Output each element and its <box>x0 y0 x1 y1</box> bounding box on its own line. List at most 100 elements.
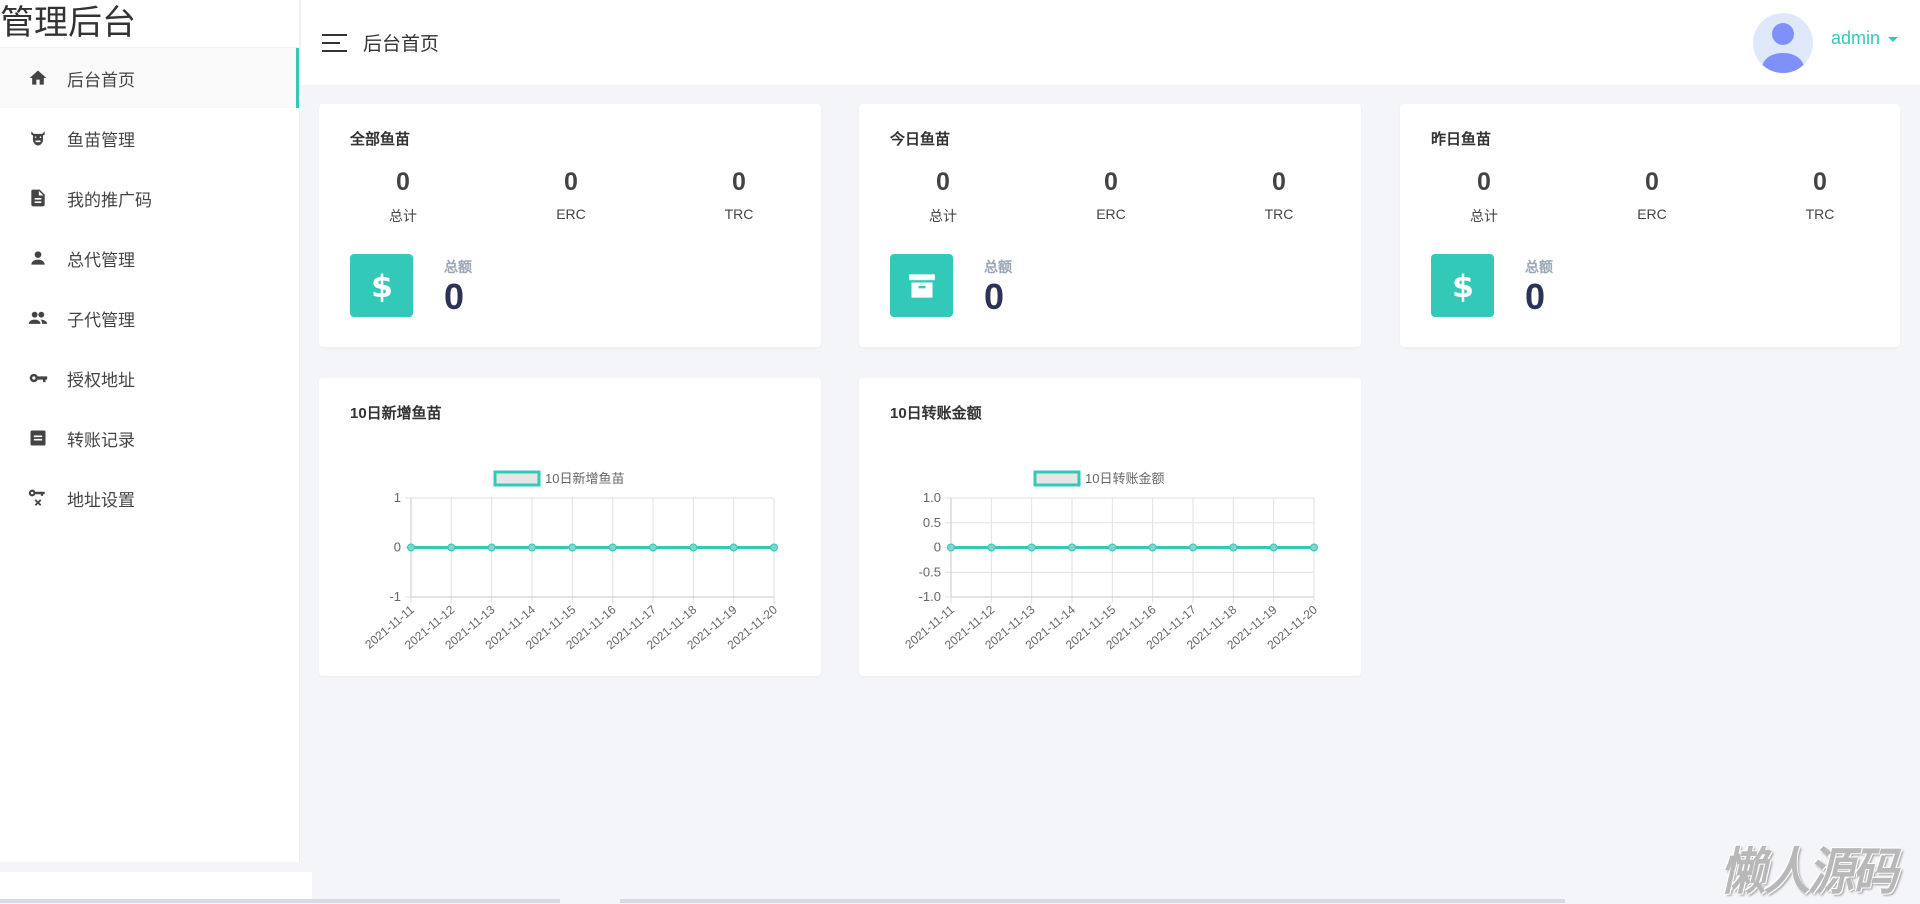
sidebar-item-label: 后台首页 <box>67 70 135 90</box>
data-point <box>649 543 657 552</box>
data-point <box>447 543 456 552</box>
data-point <box>1148 543 1157 552</box>
card-title: 全部鱼苗 <box>350 131 411 148</box>
file-icon <box>31 189 45 207</box>
stat-item: 0 总计 <box>319 168 487 226</box>
data-point <box>1108 543 1117 552</box>
legend-swatch <box>1033 470 1081 487</box>
stat-value: 0 <box>732 168 746 196</box>
data-point <box>608 543 617 552</box>
stat-card-yesterday-fish: 昨日鱼苗 0 总计 0 ERC 0 TRC $ 总额 0 <box>1400 104 1900 347</box>
dollar-icon: $ <box>350 254 413 317</box>
sidebar-item-promo-code[interactable]: 我的推广码 <box>0 168 299 228</box>
data-point <box>1310 543 1318 552</box>
stat-label: ERC <box>556 206 586 222</box>
menu-toggle-icon[interactable] <box>322 33 347 52</box>
stat-value: 0 <box>396 168 410 196</box>
avatar[interactable] <box>1753 13 1813 73</box>
sidebar-item-transfer-records[interactable]: 转账记录 <box>0 408 299 468</box>
sidebar-item-label: 授权地址 <box>67 370 135 390</box>
legend-label: 10日转账金额 <box>1085 471 1164 486</box>
stat-item: 0 ERC <box>487 168 655 226</box>
stat-label: 总计 <box>389 208 417 224</box>
stat-value: 0 <box>1813 168 1827 196</box>
data-point <box>689 543 698 552</box>
data-point <box>947 543 955 552</box>
data-point <box>528 543 536 552</box>
data-point <box>770 543 778 552</box>
total-value: 0 <box>984 276 1005 317</box>
key-icon <box>29 373 48 383</box>
total-label: 总额 <box>1525 259 1553 275</box>
sidebar-item-fish[interactable]: 鱼苗管理 <box>0 108 299 168</box>
stat-card-all-fish: 全部鱼苗 0 总计 0 ERC 0 TRC $ 总额 0 <box>319 104 821 347</box>
y-tick-label: -0.5 <box>919 564 941 579</box>
stat-item: 0 TRC <box>655 168 823 226</box>
stat-card-today-fish: 今日鱼苗 0 总计 0 ERC 0 TRC 总额 0 <box>859 104 1361 347</box>
stat-item: 0 TRC <box>1736 168 1904 226</box>
stat-item: 0 ERC <box>1568 168 1736 226</box>
legend: 10日转账金额 <box>1033 470 1164 487</box>
dollar-icon: $ <box>1431 254 1494 317</box>
data-point <box>987 543 996 552</box>
sidebar-item-label: 鱼苗管理 <box>67 130 135 150</box>
stat-label: ERC <box>1096 206 1126 222</box>
sidebar-item-label: 子代管理 <box>67 310 135 330</box>
y-tick-label: 0.5 <box>923 515 941 530</box>
stat-item: 0 TRC <box>1195 168 1363 226</box>
sidebar-item-home[interactable]: 后台首页 <box>0 48 299 108</box>
username: admin <box>1831 28 1881 48</box>
list-icon <box>30 430 46 446</box>
home-icon <box>29 70 47 85</box>
stat-item: 0 总计 <box>859 168 1027 226</box>
data-point <box>729 543 738 552</box>
user-avatar-icon <box>1761 23 1805 73</box>
sidebar-item-label: 我的推广码 <box>67 190 152 210</box>
legend-swatch <box>493 470 541 487</box>
caret-down-icon <box>1888 36 1899 42</box>
stat-row: 0 总计 0 ERC 0 TRC <box>859 168 1361 226</box>
stat-label: TRC <box>1805 206 1835 222</box>
card-title: 昨日鱼苗 <box>1431 131 1492 148</box>
total-value: 0 <box>444 276 465 317</box>
sidebar-item-auth-address[interactable]: 授权地址 <box>0 348 299 408</box>
data-point <box>1068 543 1076 552</box>
sidebar-footer <box>0 872 312 900</box>
transfer-amount-line-chart: 10日转账金额2021-11-112021-11-122021-11-13202… <box>902 470 1320 652</box>
stat-item: 0 ERC <box>1027 168 1195 226</box>
y-tick-label: 1.0 <box>923 490 941 505</box>
horizontal-scrollbar[interactable] <box>0 899 560 903</box>
watermark-logo: 懒人源码 <box>1720 842 1898 900</box>
key-remove-icon <box>28 489 45 506</box>
stat-value: 0 <box>1477 168 1491 196</box>
sidebar-item-address-settings[interactable]: 地址设置 <box>0 468 299 528</box>
data-point <box>1189 543 1197 552</box>
legend-label: 10日新增鱼苗 <box>545 471 624 486</box>
data-point <box>407 543 415 552</box>
person-icon <box>31 251 45 265</box>
total-label: 总额 <box>984 259 1012 275</box>
stat-item: 0 总计 <box>1400 168 1568 226</box>
new-fish-line-chart: 10日新增鱼苗2021-11-112021-11-122021-11-13202… <box>362 470 780 652</box>
y-tick-label: 0 <box>934 540 941 555</box>
stat-label: TRC <box>1264 206 1294 222</box>
stat-value: 0 <box>1104 168 1118 196</box>
total-value: 0 <box>1525 276 1546 317</box>
page-title: 后台首页 <box>363 34 440 55</box>
sidebar-item-sub-agents[interactable]: 子代管理 <box>0 288 299 348</box>
horizontal-scrollbar-thumb[interactable] <box>620 899 1565 903</box>
user-menu[interactable]: admin <box>1831 28 1899 49</box>
data-point <box>1269 543 1278 552</box>
sidebar-item-label: 转账记录 <box>67 430 135 450</box>
y-tick-label: 0 <box>394 540 401 555</box>
cow-icon <box>31 131 45 146</box>
data-point <box>1027 543 1036 552</box>
people-icon <box>28 311 48 324</box>
stat-label: ERC <box>1637 206 1667 222</box>
chart-card-transfer-amount: 10日转账金额 10日转账金额 2021-11-11 2021-11-12 2021-… <box>859 378 1361 676</box>
archive-icon <box>890 254 953 317</box>
sidebar-item-general-agents[interactable]: 总代管理 <box>0 228 299 288</box>
chart-card-title: 10日新增鱼苗 <box>350 405 442 422</box>
sidebar-item-label: 总代管理 <box>67 250 135 270</box>
data-point <box>1229 543 1238 552</box>
